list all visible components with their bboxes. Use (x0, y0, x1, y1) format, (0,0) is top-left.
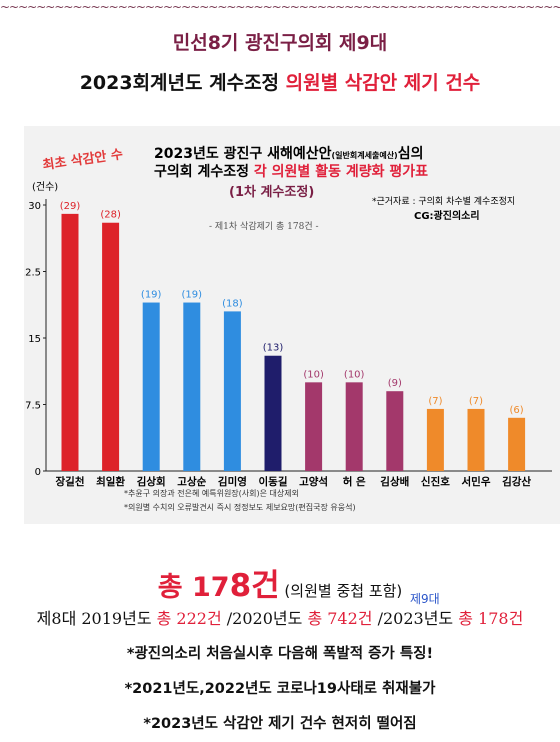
subtitle-red: 의원별 삭감안 제기 건수 (285, 72, 481, 94)
x-category-label: 고양석 (299, 475, 328, 488)
bar (142, 302, 160, 471)
total-prefix: 총 17 (157, 572, 230, 603)
page-subtitle: 2023회계년도 계수조정 의원별 삭감안 제기 건수 (0, 68, 560, 95)
total-summary: 총 178건 (의원별 중첩 포함) (0, 560, 560, 605)
chart-title-1c: 심의 (398, 145, 424, 162)
bar-chart: 최초 삭감안 수 2023년도 광진구 새해예산안(일반회계세출예산)심의 구의… (24, 126, 560, 524)
total-suffix: (의원별 중첩 포함) (279, 582, 403, 600)
bar-value-label: (9) (388, 378, 402, 389)
chart-title-2a: 구의회 계수조정 (154, 163, 254, 180)
note-3: *2023년도 삭감안 제기 건수 현저히 떨어짐 (143, 716, 417, 732)
x-category-label: 고상순 (177, 475, 206, 488)
note-2: *2021년도,2022년도 코로나19사태로 취재불가 (124, 681, 436, 697)
cg-credit: CG:광진의소리 (414, 209, 480, 222)
y-tick-label: 30 (28, 201, 41, 212)
note-1: *광진의소리 처음실시후 다음해 폭발적 증가 특징! (126, 646, 434, 662)
bar (467, 408, 485, 471)
y-tick-label: 22.5 (24, 268, 41, 279)
y-tick-label: 7.5 (25, 401, 41, 412)
chart-title-1b: (일반회계세출예산) (332, 150, 398, 160)
y-axis-label: (건수) (32, 181, 58, 193)
bar-value-label: (6) (510, 405, 524, 416)
bar (345, 382, 363, 471)
bars-group: (29) 장길천 (28) 최일환 (19) 김상회 (19) 고상순 (18) 김미영 (13) 이… (56, 201, 532, 488)
bar (508, 417, 526, 471)
y-tick-label: 15 (28, 334, 41, 345)
x-category-label: 허 은 (343, 475, 366, 488)
bar (183, 302, 201, 471)
total-big: 8건 (229, 568, 280, 604)
bar-value-label: (10) (303, 369, 324, 380)
chart-title-line2: 구의회 계수조정 각 의원별 활동 계량화 평가표 (154, 163, 428, 180)
bar (305, 382, 323, 471)
bar (61, 213, 79, 471)
years-c: /2023년도 (372, 609, 459, 628)
bar-value-label: (10) (344, 369, 365, 380)
footnote-1: *추윤구 의장과 전은혜 예특위원장(사회)은 대상제외 (124, 488, 299, 498)
chart-title-2b: 각 의원별 활동 계량화 평가표 (254, 163, 428, 180)
x-category-label: 김강산 (502, 475, 531, 488)
bar-value-label: (29) (60, 201, 81, 212)
x-category-label: 장길천 (56, 475, 85, 488)
center-note: - 제1차 삭감제기 총 178건 - (209, 220, 319, 232)
x-category-label: 이동길 (259, 475, 288, 488)
footnote-2: *의원별 수치의 오류발견시 즉시 정정보도 제보요망(편집국장 유웅석) (124, 502, 356, 512)
x-category-label: 서민우 (462, 475, 491, 488)
bar-value-label: (13) (263, 343, 284, 354)
subtitle-black: 2023회계년도 계수조정 (79, 72, 286, 94)
chart-title-line3: (1차 계수조정) (229, 184, 314, 200)
bar-value-label: (19) (182, 290, 203, 301)
bar-value-label: (7) (469, 396, 483, 407)
gen9-label: 제9대 (410, 592, 440, 606)
x-category-label: 신진호 (421, 475, 450, 488)
bar (223, 311, 241, 471)
x-category-label: 김미영 (218, 475, 247, 488)
bar-value-label: (18) (222, 298, 243, 309)
x-category-label: 최일환 (96, 475, 125, 488)
decorative-wave-border: ~~~~~~~~~~~~~~~~~~~~~~~~~~~~~~~~~~~~~~~~… (0, 2, 560, 12)
yearly-totals: 제8대 2019년도 총 222건 /2020년도 총 742건 /2023년도… (0, 605, 560, 629)
y-tick-label: 0 (35, 467, 41, 478)
years-c-value: 총 178건 (458, 609, 524, 628)
bar (264, 355, 282, 471)
chart-title-line1: 2023년도 광진구 새해예산안(일반회계세출예산)심의 (154, 145, 423, 162)
years-b-value: 총 742건 (307, 609, 373, 628)
bar (386, 391, 404, 471)
source-note: *근거자료 : 구의회 차수별 계수조정지 (372, 195, 515, 207)
page-title: 민선8기 광진구의회 제9대 (172, 32, 388, 54)
years-a-value: 총 222건 (156, 609, 222, 628)
years-b: /2020년도 (221, 609, 308, 628)
bar (102, 222, 120, 471)
bar-value-label: (28) (100, 210, 121, 221)
x-category-label: 김상회 (137, 475, 166, 488)
years-a: 제8대 2019년도 (36, 609, 157, 628)
chart-title-1a: 2023년도 광진구 새해예산안 (154, 145, 332, 162)
x-category-label: 김상배 (380, 475, 409, 488)
bar (426, 408, 444, 471)
bar-value-label: (7) (428, 396, 442, 407)
bar-value-label: (19) (141, 290, 162, 301)
